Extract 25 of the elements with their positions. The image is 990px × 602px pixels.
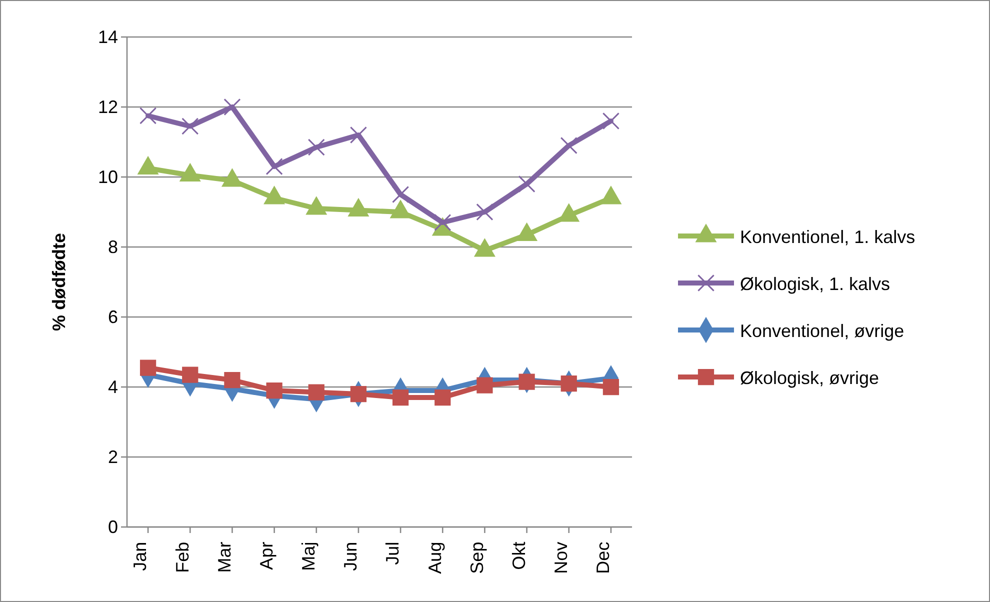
y-tick-label: 14 [98,26,118,47]
x-tick-label: Apr [256,542,276,570]
y-tick-label: 10 [98,166,118,187]
y-axis-title: % dødfødte [49,233,69,331]
x-tick-label: Sep [466,542,487,574]
x-tick-label: Jul [382,542,403,565]
y-tick-label: 6 [108,306,118,327]
legend-label: Konventionel, 1. kalvs [740,227,916,247]
y-tick-label: 2 [108,446,118,467]
legend-label: Økologisk, 1. kalvs [740,274,890,294]
y-tick-label: 12 [98,96,118,117]
legend-label: Økologisk, øvrige [740,368,880,388]
x-tick-label: Nov [551,542,572,574]
y-tick-label: 4 [108,376,118,397]
x-tick-label: Jan [130,542,150,571]
x-tick-label: Feb [172,542,192,573]
x-tick-label: Maj [298,542,319,571]
x-tick-label: Dec [593,542,614,574]
x-tick-label: Jun [340,542,361,571]
y-tick-label: 0 [108,516,118,537]
x-tick-label: Mar [214,542,234,573]
x-tick-label: Okt [508,542,529,570]
legend-label: Konventionel, øvrige [740,321,904,341]
y-tick-label: 8 [108,236,118,257]
x-tick-label: Aug [424,542,445,574]
